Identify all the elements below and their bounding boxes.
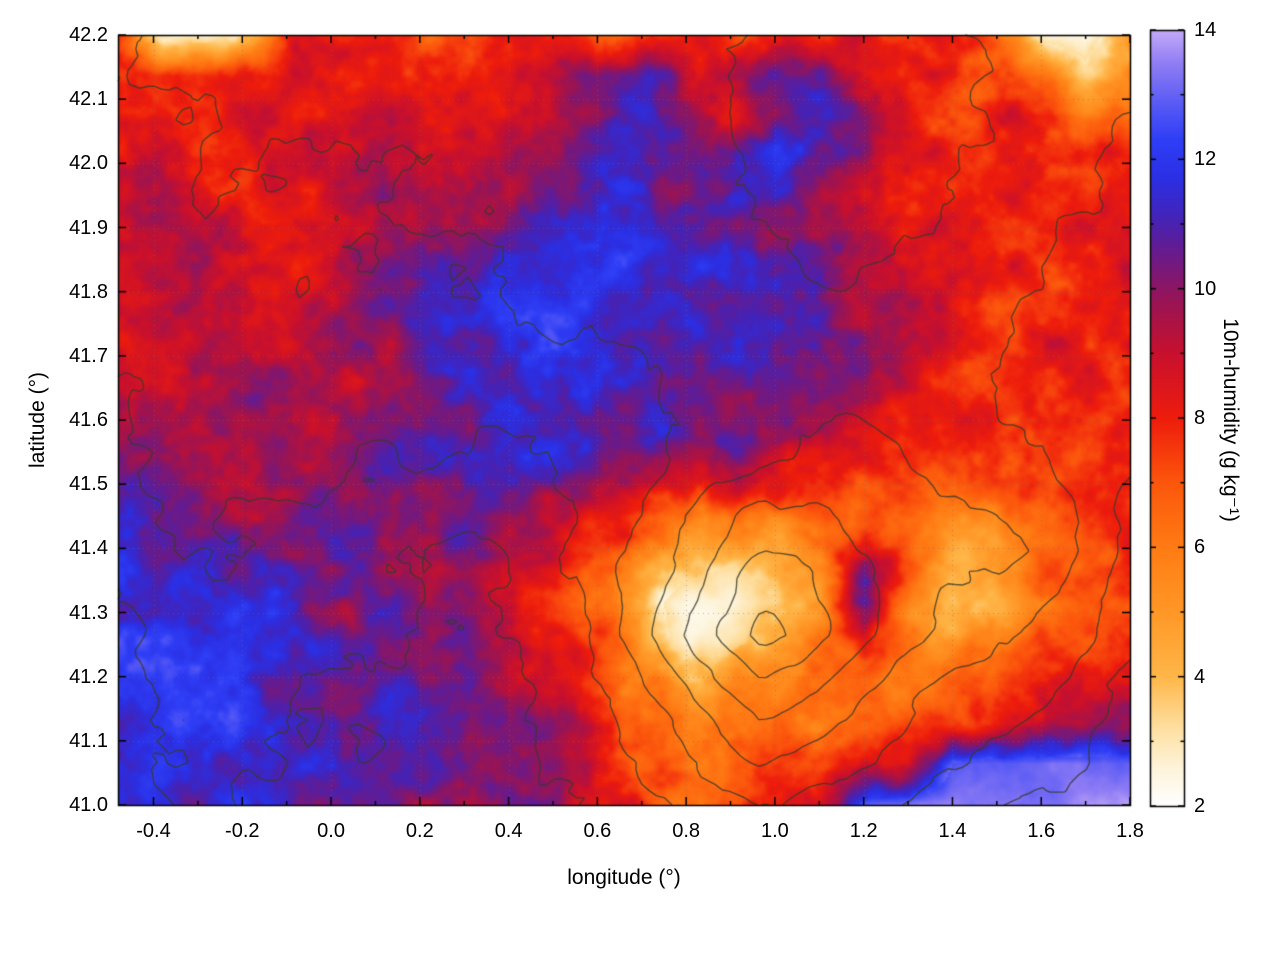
y-tick-label: 41.9 [69, 216, 108, 239]
y-tick-label: 41.3 [69, 601, 108, 624]
x-tick-label: -0.4 [136, 820, 171, 842]
x-tick-label: 1.0 [761, 820, 789, 842]
colorbar-tick-label: 12 [1194, 148, 1217, 171]
y-tick-label: 41.4 [69, 537, 108, 560]
x-tick-label: 1.8 [1116, 820, 1144, 842]
y-tick-label: 42.0 [69, 152, 108, 175]
y-tick-label: 41.0 [69, 794, 108, 816]
y-tick-label: 42.2 [69, 24, 108, 46]
x-tick-label: 0.4 [494, 820, 523, 842]
colorbar-label: 10m-humidity (g kg⁻¹) [1219, 318, 1242, 522]
x-tick-label: -0.2 [225, 820, 260, 842]
x-tick-label: 0.8 [672, 820, 701, 842]
x-axis-label: longitude (°) [567, 866, 681, 889]
x-tick-label: 1.6 [1027, 820, 1056, 842]
colorbar-tick-label: 6 [1194, 536, 1206, 559]
y-tick-label: 42.1 [69, 88, 108, 111]
y-tick-label: 41.6 [69, 409, 108, 431]
y-tick-label: 41.5 [69, 473, 108, 496]
colorbar-tick-label: 10 [1194, 277, 1217, 300]
x-tick-label: 0.2 [405, 820, 434, 842]
colorbar-tick-label: 8 [1194, 407, 1206, 429]
colorbar-tick-label: 2 [1194, 795, 1206, 817]
y-tick-label: 41.8 [69, 280, 108, 303]
colorbar-tick-label: 4 [1194, 665, 1206, 688]
y-tick-label: 41.1 [69, 729, 108, 752]
y-tick-label: 41.2 [69, 665, 108, 688]
x-tick-label: 1.4 [938, 820, 967, 842]
x-tick-label: 0.6 [583, 820, 612, 842]
x-tick-label: 1.2 [849, 820, 878, 842]
y-axis-label: latitude (°) [26, 372, 49, 468]
colorbar-tick-label: 14 [1194, 19, 1217, 41]
x-tick-label: 0.0 [317, 820, 345, 842]
y-tick-label: 41.7 [69, 344, 108, 367]
